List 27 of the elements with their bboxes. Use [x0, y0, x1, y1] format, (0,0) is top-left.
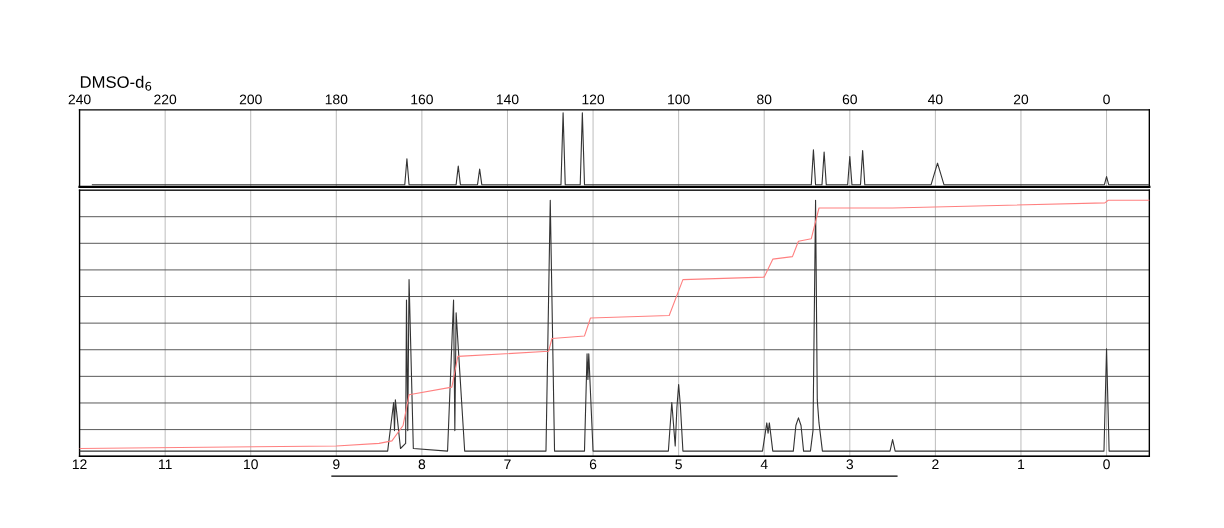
x-tick-label: 40	[927, 94, 943, 105]
x-tick-label: 6	[589, 459, 597, 470]
x-tick-label: 220	[154, 94, 177, 105]
x-tick-label: 0	[1103, 94, 1110, 105]
x-tick-label: 100	[668, 94, 690, 105]
x-tick-label: 0	[1103, 459, 1110, 470]
x-tick-label: 2	[932, 459, 939, 470]
x-tick-label: 160	[411, 94, 433, 105]
x-tick-label: 80	[757, 94, 772, 105]
x-tick-label: 7	[504, 459, 511, 470]
chart-title: DMSO-d$_{6}$	[80, 75, 152, 91]
x-tick-label: 8	[418, 459, 426, 470]
x-tick-label: 9	[333, 459, 340, 470]
x-tick-label: 5	[675, 459, 682, 470]
x-tick-label: 180	[325, 94, 348, 105]
x-tick-label: 140	[496, 94, 519, 105]
x-tick-label: 3	[846, 459, 854, 470]
x-tick-label: 60	[842, 94, 857, 105]
x-tick-label: 240	[68, 94, 91, 105]
x-tick-label: 12	[72, 459, 87, 470]
x-tick-label: 1	[1018, 459, 1025, 470]
x-tick-label: 10	[244, 459, 258, 470]
x-tick-label: 11	[158, 459, 172, 470]
x-tick-label: 120	[582, 94, 605, 105]
x-tick-label: 200	[239, 94, 262, 105]
x-tick-label: 4	[760, 459, 768, 470]
x-tick-label: 20	[1013, 94, 1029, 105]
